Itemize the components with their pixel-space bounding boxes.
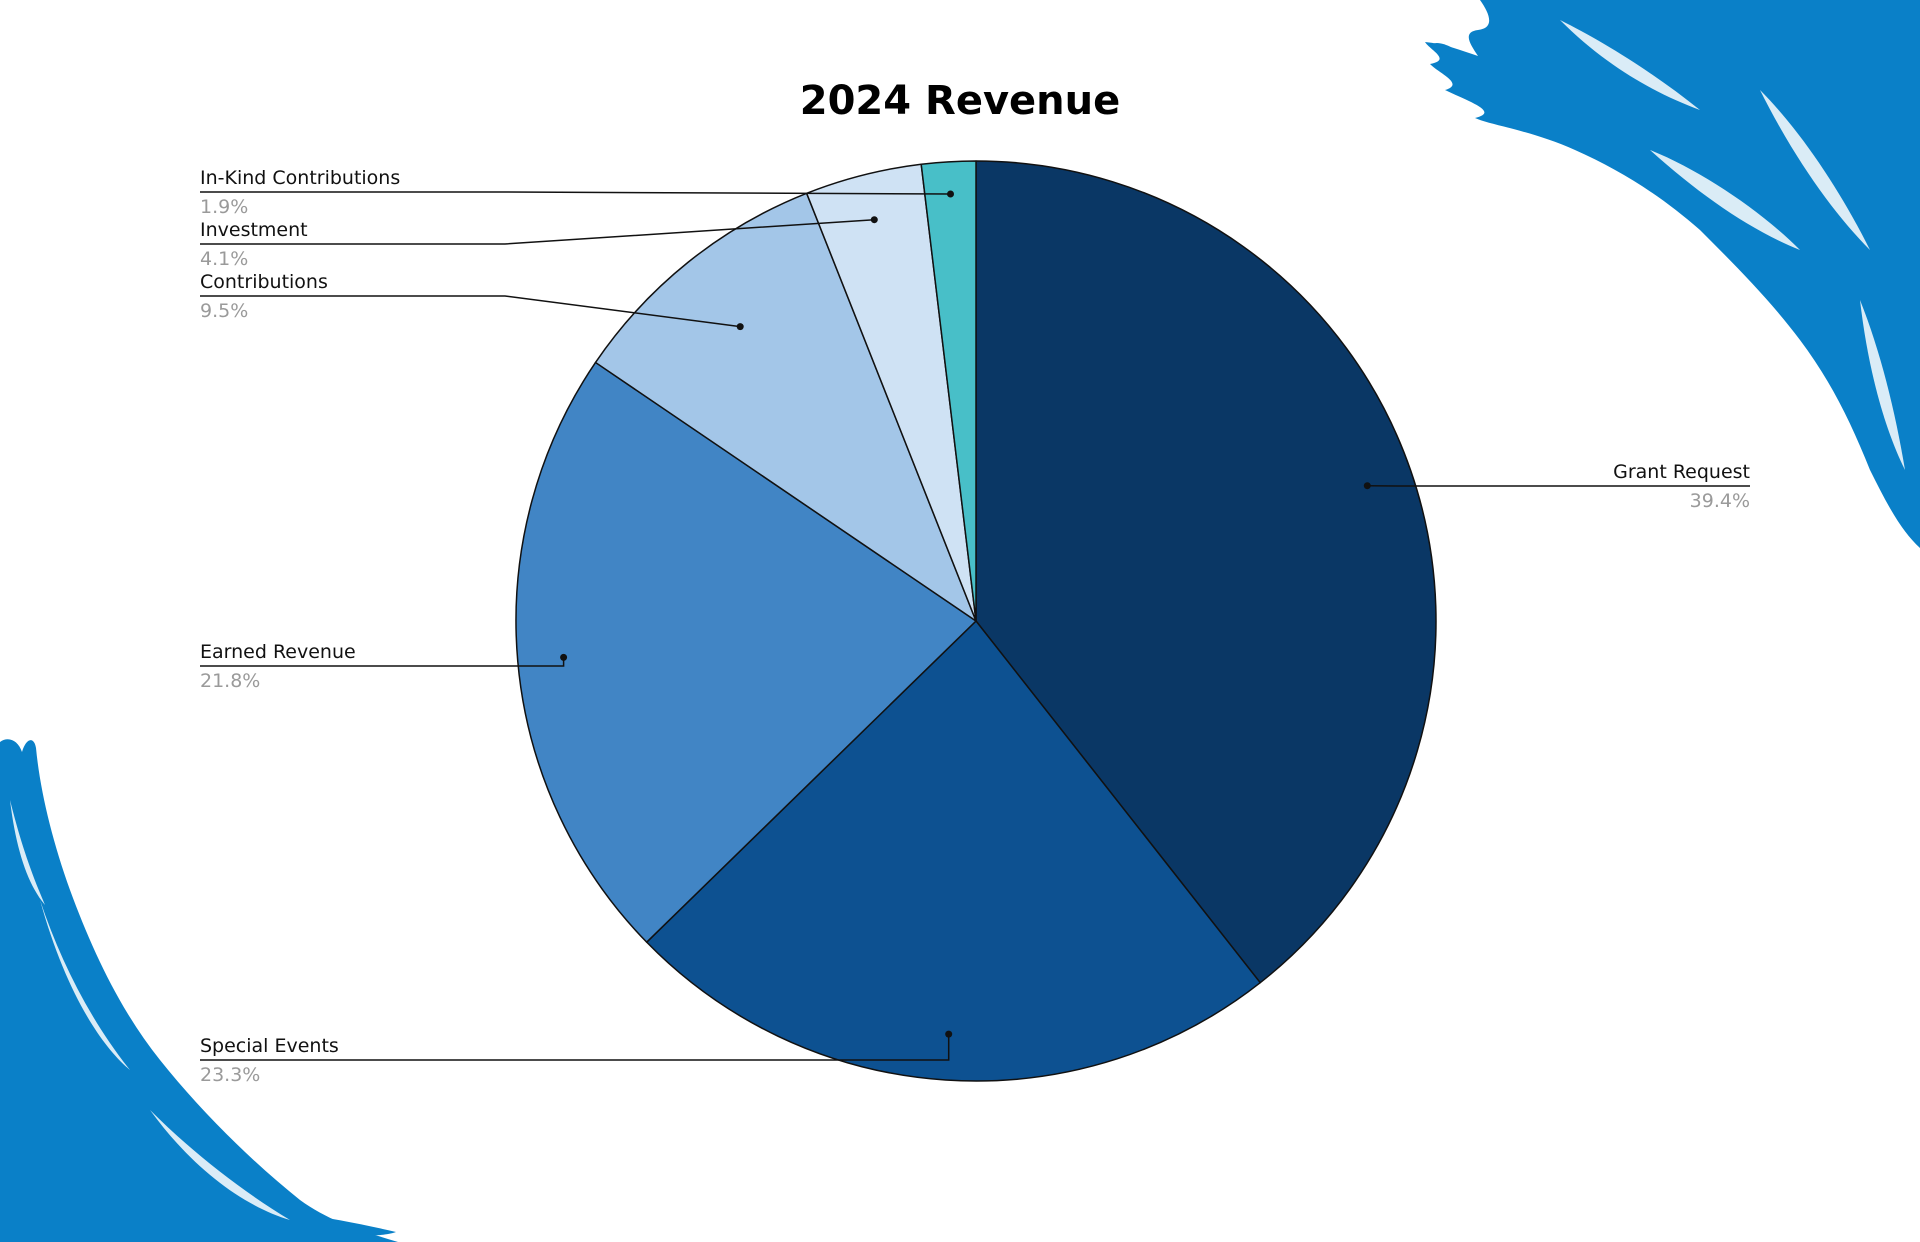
- leader-line: [200, 218, 875, 245]
- pie-slice-earned-revenue: [515, 361, 977, 943]
- pie-slices: [515, 160, 1437, 1082]
- leader-dot: [947, 190, 954, 198]
- pie-slice-special-events: [645, 620, 1261, 1082]
- slice-label-percent: 23.3%: [200, 1064, 260, 1086]
- leader-line: [200, 1034, 950, 1061]
- brush-stroke-top-right-fleck: [1432, 42, 1470, 61]
- slice-label-percent: 21.8%: [200, 670, 260, 692]
- pie-slice-grant-request: [975, 160, 1437, 984]
- pie-slice-in-kind-contributions: [920, 160, 977, 622]
- chart-title: 2024 Revenue: [800, 78, 1120, 124]
- slice-label-name: Investment: [200, 219, 308, 241]
- leader-dot: [560, 653, 568, 661]
- brush-stroke-bottom-left-fleck: [300, 1214, 396, 1236]
- pie-label-in-kind-contributions: In-Kind Contributions 1.9%: [200, 167, 954, 218]
- pie-labels: Grant Request 39.4% Special Events 23.3% Ear…: [200, 167, 1750, 1086]
- pie-label-investment: Investment 4.1%: [200, 216, 878, 270]
- slice-label-percent: 1.9%: [200, 196, 248, 218]
- leader-dot: [736, 323, 744, 331]
- slice-label-name: Grant Request: [1613, 461, 1750, 483]
- slice-label-name: In-Kind Contributions: [200, 167, 400, 189]
- slice-label-percent: 39.4%: [1690, 490, 1750, 512]
- slice-label-percent: 9.5%: [200, 300, 248, 322]
- leader-dot: [1363, 482, 1371, 490]
- leader-dot: [945, 1030, 953, 1038]
- leader-dot: [870, 216, 878, 224]
- pie-label-special-events: Special Events 23.3%: [200, 1030, 953, 1086]
- leader-line: [200, 295, 741, 328]
- slice-label-name: Special Events: [200, 1035, 339, 1057]
- brush-stroke-bottom-left: [0, 739, 398, 1242]
- pie-label-contributions: Contributions 9.5%: [200, 271, 744, 331]
- pie-slice-contributions: [594, 192, 977, 622]
- slice-label-name: Contributions: [200, 271, 328, 293]
- leader-line: [200, 191, 951, 195]
- slice-label-percent: 4.1%: [200, 248, 248, 270]
- slice-label-name: Earned Revenue: [200, 641, 356, 663]
- pie-label-earned-revenue: Earned Revenue 21.8%: [200, 641, 568, 692]
- pie-label-grant-request: Grant Request 39.4%: [1363, 461, 1750, 512]
